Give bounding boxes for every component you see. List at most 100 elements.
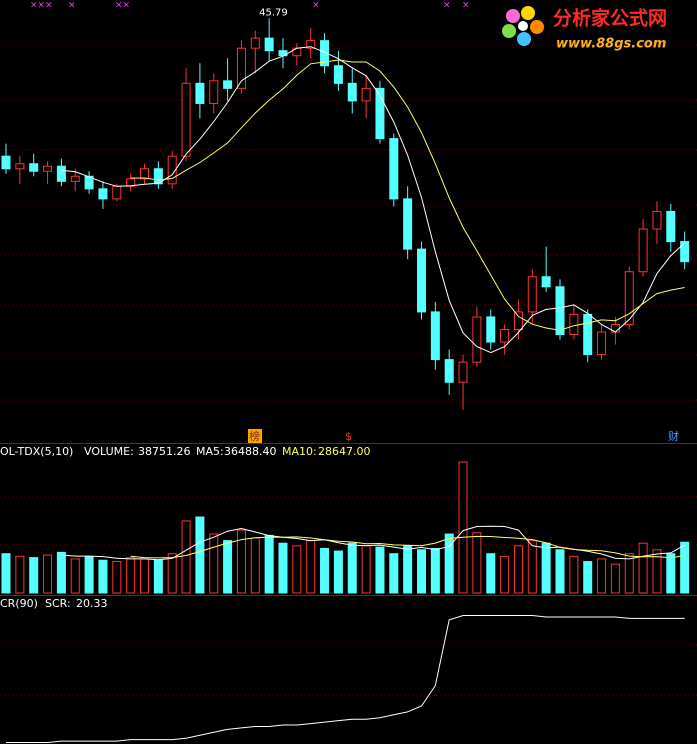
candle-body bbox=[15, 163, 25, 170]
volume-bar bbox=[56, 551, 66, 594]
top-marker: × bbox=[462, 1, 470, 11]
volume-bar bbox=[140, 558, 149, 594]
ma5-label: MA5: bbox=[196, 445, 224, 458]
volume-bar bbox=[430, 547, 440, 594]
candle-body bbox=[29, 163, 39, 172]
ma5-value: 36488.40 bbox=[224, 445, 277, 458]
volume-bar bbox=[264, 534, 274, 594]
ma10-value: 28647.00 bbox=[318, 445, 371, 458]
ma10-label: MA10: bbox=[282, 445, 317, 458]
volume-bar bbox=[167, 553, 177, 594]
candle-body bbox=[500, 328, 510, 343]
volume-bar bbox=[223, 540, 233, 594]
candle-body bbox=[666, 210, 676, 243]
candle-body bbox=[472, 316, 482, 363]
volume-label: VOLUME: bbox=[84, 445, 134, 458]
grid-lines bbox=[0, 44, 697, 696]
volume-bar bbox=[153, 559, 163, 594]
candle-body bbox=[680, 241, 690, 263]
candle-body bbox=[209, 80, 219, 104]
logo-petal bbox=[517, 32, 531, 46]
volume-bar bbox=[70, 558, 80, 594]
volume-bar bbox=[652, 549, 662, 594]
candle-body bbox=[513, 311, 523, 330]
volume-bar bbox=[638, 542, 648, 594]
volume-bar bbox=[569, 555, 579, 594]
volume-bar bbox=[195, 516, 205, 594]
candle-body bbox=[140, 168, 149, 180]
scr-label: SCR: bbox=[45, 597, 71, 610]
cr-line bbox=[6, 615, 685, 743]
top-marker: × bbox=[312, 1, 320, 11]
candle-body bbox=[1, 155, 11, 170]
candle-body bbox=[527, 276, 537, 313]
volume-bar bbox=[624, 553, 634, 594]
candle-body bbox=[306, 40, 316, 49]
volume-bar bbox=[1, 553, 11, 594]
volume-bar bbox=[680, 541, 690, 594]
badge: 财 bbox=[668, 429, 679, 443]
volume-bar bbox=[555, 549, 565, 594]
volume-bar bbox=[43, 554, 53, 594]
candle-body bbox=[541, 276, 551, 288]
candle-body bbox=[264, 37, 274, 52]
volume-bar bbox=[306, 540, 316, 594]
volume-bar bbox=[98, 559, 108, 594]
candle-body bbox=[555, 286, 565, 336]
candle-body bbox=[112, 185, 122, 200]
volume-bar bbox=[583, 561, 593, 594]
volume-bar bbox=[15, 555, 25, 594]
volume-bar bbox=[389, 553, 399, 594]
volume-title: OL-TDX(5,10) bbox=[0, 445, 73, 458]
candle-body bbox=[569, 313, 579, 336]
candle-body bbox=[347, 82, 357, 102]
candle-body bbox=[375, 87, 385, 140]
ma-line bbox=[130, 59, 685, 331]
high-label: 45.79 bbox=[259, 7, 288, 18]
top-marker: × bbox=[443, 1, 451, 11]
volume-bar bbox=[347, 542, 357, 594]
volume-bar bbox=[472, 532, 482, 594]
logo-petal bbox=[502, 24, 516, 38]
candle-body bbox=[320, 40, 330, 67]
volume-bar bbox=[527, 540, 537, 594]
volume-bar bbox=[29, 557, 39, 594]
volume-bar bbox=[278, 542, 288, 594]
volume-bar bbox=[486, 553, 496, 594]
candle-body bbox=[638, 228, 648, 273]
candle-body bbox=[43, 165, 53, 172]
candle-body bbox=[333, 65, 343, 84]
volume-bar bbox=[666, 553, 676, 594]
candle-body bbox=[597, 331, 607, 356]
logo-title: 分析家公式网 bbox=[553, 7, 667, 30]
candle-body bbox=[181, 82, 191, 157]
badge: 榜 bbox=[249, 429, 260, 443]
volume-bar bbox=[333, 550, 343, 594]
volume-bar bbox=[292, 545, 302, 594]
candle-body bbox=[583, 313, 593, 356]
volume-bar bbox=[417, 549, 426, 594]
volume-bar bbox=[209, 533, 219, 594]
volume-bar bbox=[361, 545, 371, 594]
candle-body bbox=[250, 37, 260, 49]
volume-bar bbox=[500, 555, 510, 594]
candle-body bbox=[167, 155, 177, 185]
logo-petal bbox=[530, 20, 544, 34]
scr-value: 20.33 bbox=[76, 597, 108, 610]
candle-body bbox=[403, 198, 413, 250]
candle-body bbox=[126, 178, 136, 187]
volume-bar bbox=[375, 546, 385, 594]
top-marker: ×× bbox=[115, 1, 130, 11]
volume-bar bbox=[444, 533, 454, 594]
volume-bar bbox=[112, 561, 122, 594]
volume-bar bbox=[597, 558, 607, 594]
candle-body bbox=[486, 316, 496, 343]
candle-body bbox=[624, 271, 634, 325]
candle-body bbox=[361, 87, 371, 102]
volume-bar bbox=[458, 461, 468, 594]
badge: $ bbox=[345, 430, 352, 443]
candle-body bbox=[56, 165, 66, 182]
volume-value: 38751.26 bbox=[138, 445, 191, 458]
